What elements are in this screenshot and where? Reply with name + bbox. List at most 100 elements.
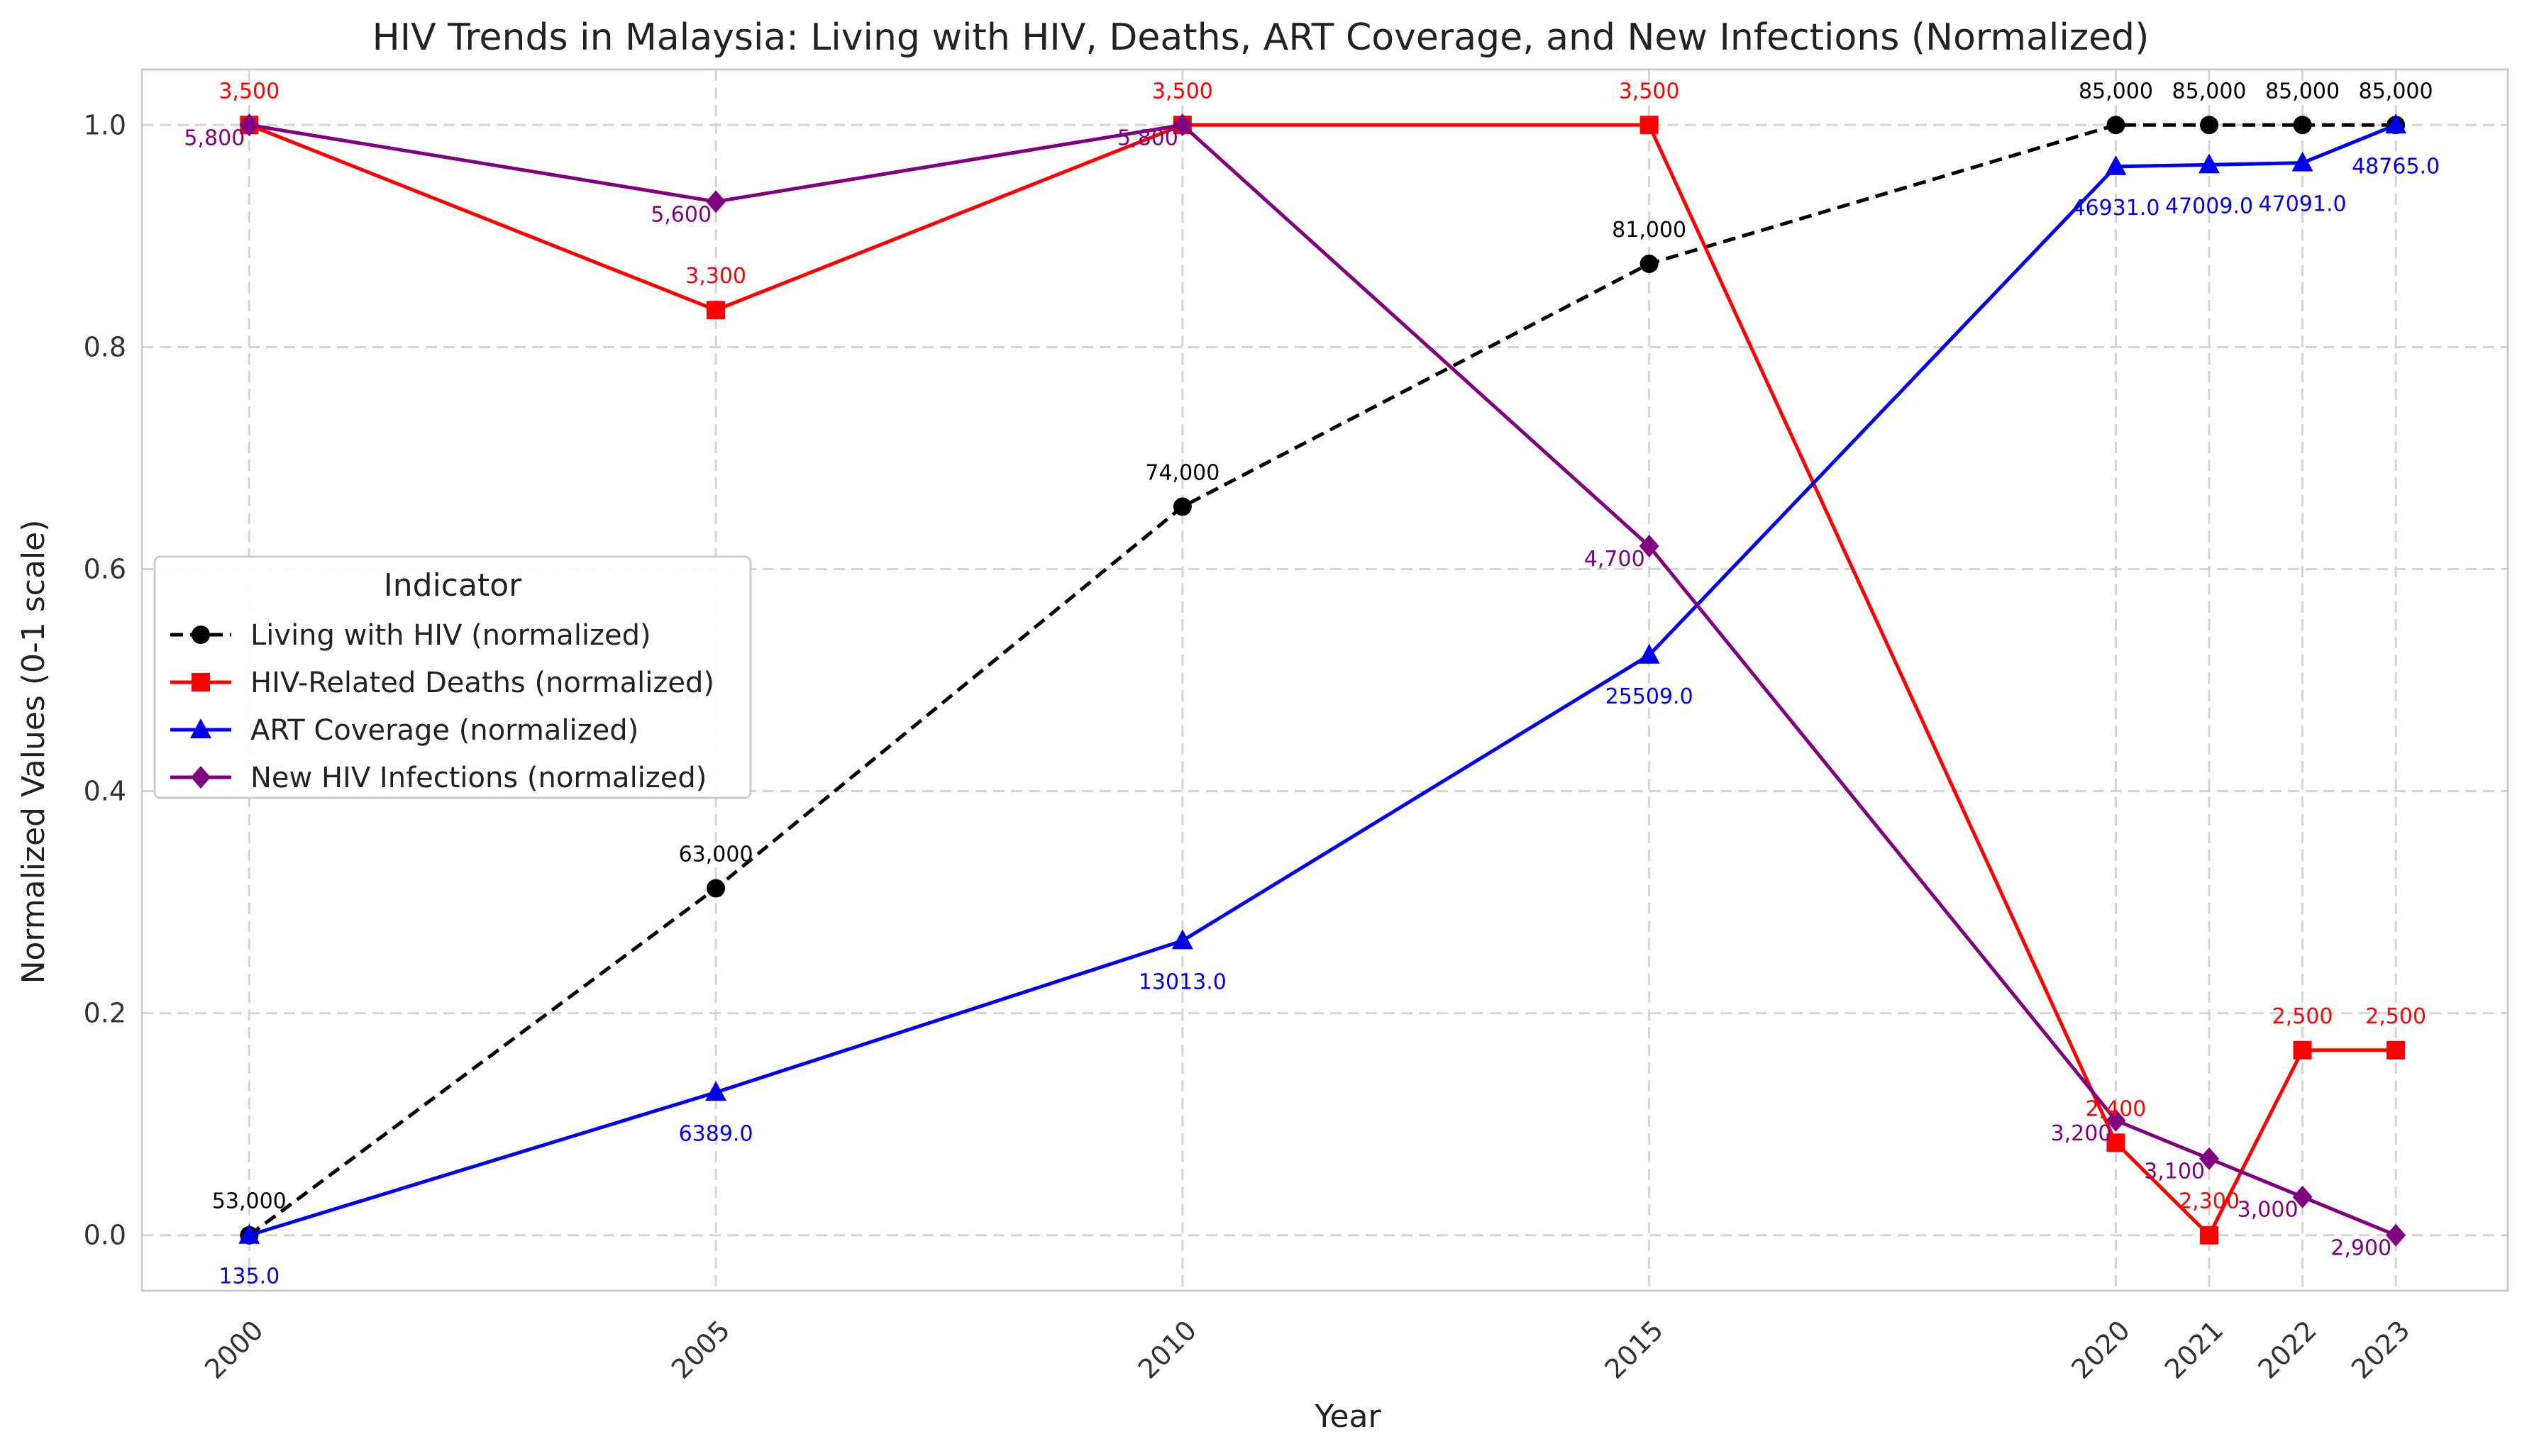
data-label: 3,500 [219,79,280,104]
x-tick-label: 2022 [2252,1314,2323,1385]
data-label: 53,000 [212,1189,287,1214]
legend-entry: New HIV Infections (normalized) [170,762,707,794]
data-label: 3,000 [2238,1198,2299,1223]
plot-frame [140,68,2509,1292]
data-label: 85,000 [2359,79,2433,104]
data-label: 5,800 [184,126,245,150]
data-point [1171,929,1193,950]
data-point [2106,1133,2125,1152]
data-point [2106,116,2125,135]
data-label: 4,700 [1584,547,1645,572]
data-label: 47009.0 [2165,194,2253,218]
data-point [707,879,726,898]
x-axis-label: Year [1314,1399,1381,1435]
data-label: 2,400 [2086,1096,2147,1121]
data-point [191,766,211,789]
data-point [1172,113,1193,137]
data-label: 48765.0 [2352,154,2440,179]
y-tick-label: 0.8 [84,331,126,362]
data-label: 5,800 [1117,126,1178,150]
y-tick-label: 0.2 [84,998,126,1029]
x-tick-label: 2023 [2345,1314,2416,1385]
legend-entry: Living with HIV (normalized) [170,619,651,652]
data-label: 13013.0 [1139,969,1227,994]
data-point [2293,116,2312,135]
data-label: 74,000 [1145,460,1219,485]
y-tick-label: 1.0 [84,109,126,140]
data-point [190,718,211,738]
y-axis-label: Normalized Values (0-1 scale) [16,520,52,984]
legend-label: New HIV Infections (normalized) [250,762,707,794]
data-point [2291,151,2313,172]
data-label: 3,200 [2051,1121,2112,1146]
data-label: 25509.0 [1605,684,1693,709]
series-line [248,123,2396,1238]
series-layer [238,113,2407,1247]
data-point [706,190,726,213]
data-point [705,1081,727,1101]
data-point [238,1223,260,1244]
data-point [2199,1147,2220,1170]
legend-label: Living with HIV (normalized) [250,619,651,652]
data-label: 2,500 [2272,1004,2333,1029]
data-point [2386,1223,2406,1247]
data-point [2293,1040,2312,1060]
data-point [192,673,210,691]
legend-box [153,555,752,799]
x-tick-label: 2020 [2065,1314,2136,1385]
series-line [248,123,2396,1237]
chart-title: HIV Trends in Malaysia: Living with HIV,… [372,16,2150,59]
data-point [239,113,260,137]
data-point [2105,155,2127,175]
data-point [2106,1108,2126,1132]
data-label: 5,600 [651,202,712,227]
data-label-layer: 53,000 63,000 74,000 81,000 85,000 85,000 85,0… [184,79,2440,1289]
data-point [192,626,210,644]
legend-label: ART Coverage (normalized) [250,714,638,747]
data-label: 2,900 [2330,1236,2391,1261]
data-label: 63,000 [679,843,753,867]
data-point [707,301,726,320]
data-point [1639,116,1659,135]
data-label: 135.0 [219,1265,280,1289]
data-label: 85,000 [2079,79,2153,104]
series-line [248,123,2397,1238]
data-label: 85,000 [2265,79,2340,104]
data-label: 85,000 [2172,79,2247,104]
x-tick-label: 2000 [199,1314,270,1385]
legend-label: HIV-Related Deaths (normalized) [250,667,714,699]
data-point [2199,153,2220,174]
x-tick-label: 2010 [1132,1314,1203,1385]
data-label: 2,300 [2179,1189,2240,1214]
legend-entry: ART Coverage (normalized) [170,714,638,747]
data-label: 3,500 [1619,79,1680,104]
data-label: 3,300 [685,264,746,289]
data-label: 81,000 [1612,218,1686,243]
data-point [1639,254,1659,273]
data-label: 47091.0 [2259,192,2347,217]
legend-title: Indicator [384,567,522,604]
data-point [2385,113,2407,134]
data-point [1173,497,1192,516]
data-point [2387,1040,2406,1060]
y-tick-label: 0.0 [84,1220,126,1251]
series-line [248,123,2397,1238]
data-point [1639,535,1659,558]
data-point [2200,116,2219,135]
x-tick-label: 2021 [2159,1314,2230,1385]
data-label: 46931.0 [2072,196,2159,221]
x-tick-label: 2005 [665,1314,736,1385]
data-point [2292,1185,2313,1208]
data-label: 2,500 [2365,1004,2426,1029]
data-point [2200,1226,2219,1245]
legend: Indicator Living with HIV (normalized) HIV… [153,555,752,799]
data-label: 6389.0 [679,1121,753,1146]
series-3 [239,113,2406,1247]
series-2 [238,113,2407,1244]
data-label: 3,100 [2144,1160,2205,1184]
legend-entry: HIV-Related Deaths (normalized) [170,667,714,699]
data-label: 3,500 [1152,79,1213,104]
data-point [1638,643,1660,664]
